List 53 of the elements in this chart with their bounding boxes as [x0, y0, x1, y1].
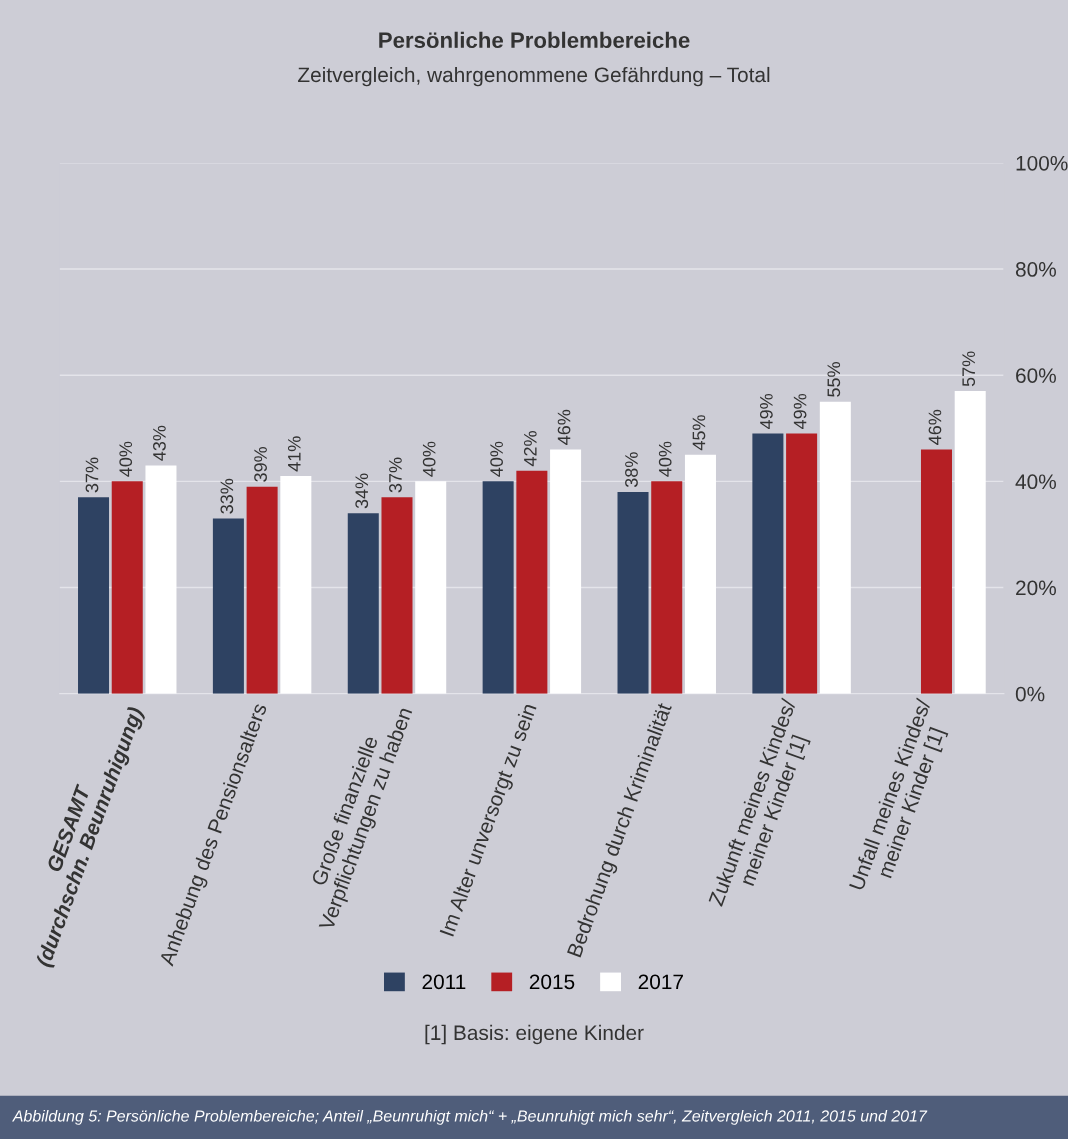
chart-subtitle: Zeitvergleich, wahrgenommene Gefährdung – Total	[298, 66, 770, 87]
data-label: 45%	[692, 415, 706, 451]
bar	[786, 433, 818, 694]
bar	[381, 497, 413, 694]
bar	[280, 476, 312, 694]
data-label: 46%	[928, 409, 942, 445]
data-label: 46%	[557, 409, 571, 445]
data-label: 42%	[523, 431, 537, 467]
bar	[78, 497, 110, 694]
bar	[111, 481, 143, 694]
bar	[819, 401, 851, 694]
bar	[954, 391, 986, 694]
y-tick-label: 60%	[1016, 368, 1056, 383]
data-label: 57%	[962, 351, 976, 387]
bar	[415, 481, 447, 694]
bar	[752, 433, 784, 694]
data-label: 40%	[658, 441, 672, 477]
data-label: 40%	[119, 441, 133, 477]
y-tick-label: 100%	[1016, 155, 1068, 171]
text: [1] Basis: eigene Kinder	[425, 1024, 644, 1045]
data-label: 37%	[389, 457, 402, 493]
data-label: 37%	[85, 457, 99, 493]
bar	[145, 465, 177, 694]
y-tick-label: 80%	[1015, 262, 1056, 277]
data-label: 33%	[220, 478, 234, 514]
data-label: 39%	[254, 446, 267, 482]
bar	[684, 454, 716, 694]
bar	[920, 449, 952, 694]
text: Abbildung 5: Persönliche Problembereiche; Anteil „Beunruhigt mich“ + „Beunruhigt mich sehr“, Zeitvergleich 2011, 2015 und 2017	[12, 1109, 928, 1125]
bar	[482, 481, 514, 694]
data-label: 49%	[759, 393, 773, 429]
legend-label: 2015	[529, 974, 575, 990]
bar	[347, 513, 379, 694]
data-label: 43%	[153, 425, 166, 461]
chart-title: Persönliche Problembereiche	[379, 31, 690, 49]
data-label: 34%	[355, 473, 369, 509]
bar	[550, 449, 582, 694]
y-tick-label: 20%	[1016, 580, 1056, 596]
bar	[246, 486, 278, 694]
data-label: 40%	[422, 441, 436, 477]
bar	[617, 491, 649, 694]
legend-label: 2017	[638, 974, 683, 990]
y-tick-label: 0%	[1015, 686, 1045, 702]
y-tick-label: 40%	[1015, 474, 1056, 490]
data-label: 49%	[793, 393, 807, 429]
bar	[212, 518, 244, 694]
data-label: 40%	[490, 441, 503, 477]
legend-label: 2011	[422, 974, 466, 990]
data-label: 38%	[625, 452, 638, 488]
bar	[516, 470, 548, 694]
bar	[651, 481, 683, 694]
data-label: 55%	[827, 362, 841, 397]
data-label: 41%	[287, 436, 301, 472]
